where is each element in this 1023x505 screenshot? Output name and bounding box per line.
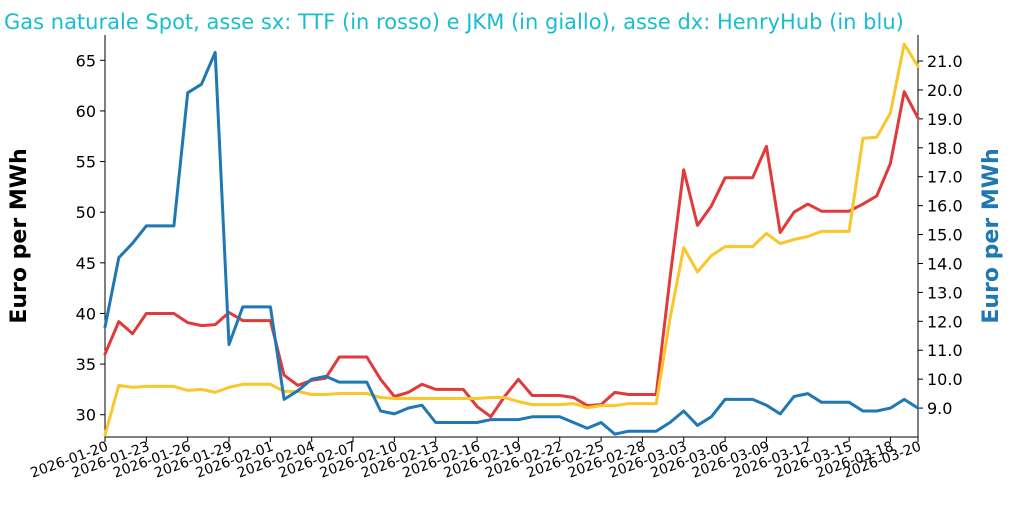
left-tick-label: 30 (76, 406, 96, 425)
right-tick-label: 11.0 (927, 341, 963, 360)
right-tick-label: 16.0 (927, 197, 963, 216)
right-tick-label: 10.0 (927, 370, 963, 389)
left-axis-title: Euro per MWh (7, 148, 32, 323)
left-tick-label: 40 (76, 304, 96, 323)
right-tick-label: 12.0 (927, 312, 963, 331)
right-tick-label: 15.0 (927, 226, 963, 245)
ttf-series-line (103, 90, 920, 419)
right-tick-label: 19.0 (927, 110, 963, 129)
chart-title: Gas naturale Spot, asse sx: TTF (in ross… (4, 10, 904, 34)
right-tick-label: 20.0 (927, 81, 963, 100)
jkm-series-line (103, 42, 920, 437)
right-axis-title: Euro per MWh (979, 148, 1004, 323)
left-tick-label: 35 (76, 355, 96, 374)
right-tick-label: 17.0 (927, 168, 963, 187)
left-tick-label: 65 (76, 51, 96, 70)
right-tick-label: 9.0 (927, 399, 952, 418)
right-tick-label: 21.0 (927, 52, 963, 71)
left-tick-label: 50 (76, 203, 96, 222)
right-tick-label: 13.0 (927, 283, 963, 302)
right-tick-label: 14.0 (927, 254, 963, 273)
left-tick-label: 55 (76, 153, 96, 172)
left-tick-label: 60 (76, 102, 96, 121)
left-tick-label: 45 (76, 254, 96, 273)
henryhub-series-line (103, 50, 920, 436)
right-tick-label: 18.0 (927, 139, 963, 158)
